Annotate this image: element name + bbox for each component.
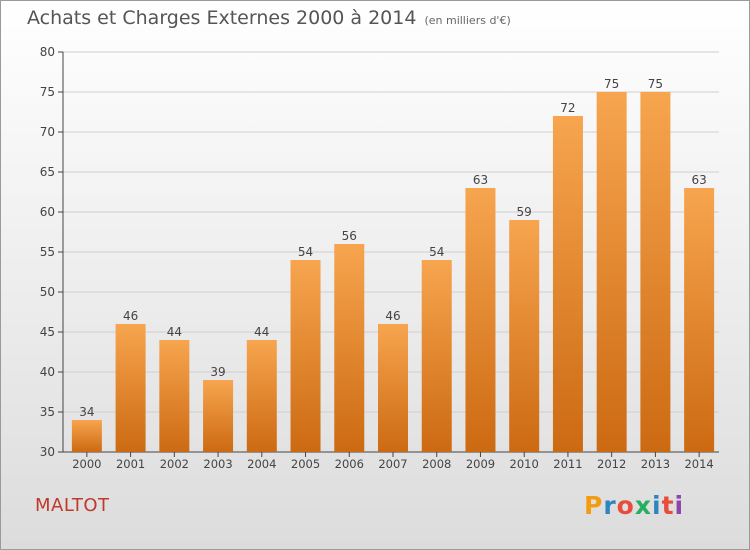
data-label: 34 <box>79 405 94 419</box>
bar-2001 <box>115 324 146 452</box>
data-label: 63 <box>473 173 488 187</box>
y-tick-label: 60 <box>40 205 55 219</box>
bar-2008 <box>421 260 452 452</box>
bar-2009 <box>465 188 496 452</box>
data-label: 44 <box>167 325 182 339</box>
data-label: 72 <box>560 101 575 115</box>
data-label: 54 <box>429 245 444 259</box>
data-label: 75 <box>604 77 619 91</box>
x-tick-label: 2001 <box>116 457 145 471</box>
bar-2014 <box>684 188 715 452</box>
bar-2002 <box>159 340 190 452</box>
y-tick-label: 75 <box>40 85 55 99</box>
x-tick-label: 2014 <box>684 457 713 471</box>
bar-2006 <box>334 244 365 452</box>
bar-2005 <box>290 260 321 452</box>
data-label: 39 <box>210 365 225 379</box>
x-tick-label: 2011 <box>553 457 582 471</box>
bar-2010 <box>509 220 540 452</box>
chart-title: Achats et Charges Externes 2000 à 2014 (e… <box>27 7 511 29</box>
bar-2012 <box>596 92 627 452</box>
bar-2003 <box>203 380 234 452</box>
x-tick-label: 2004 <box>247 457 276 471</box>
proxiti-logo[interactable]: Proxiti <box>584 491 684 520</box>
labels: 30 35 40 45 50 55 60 65 70 75 80 34 2000 46 2001 44 2002… <box>40 45 714 471</box>
logo-letter: t <box>661 491 675 520</box>
logo-letter: P <box>584 491 604 520</box>
bar-2000 <box>71 420 102 452</box>
bar-2013 <box>640 92 671 452</box>
x-tick-label: 2010 <box>510 457 539 471</box>
x-tick-label: 2007 <box>378 457 407 471</box>
y-tick-label: 40 <box>40 365 55 379</box>
data-label: 44 <box>254 325 269 339</box>
logo-letter: i <box>652 491 662 520</box>
x-tick-label: 2005 <box>291 457 320 471</box>
y-tick-label: 50 <box>40 285 55 299</box>
x-tick-label: 2009 <box>466 457 495 471</box>
data-label: 56 <box>342 229 357 243</box>
y-tick-label: 65 <box>40 165 55 179</box>
logo-letter: o <box>616 491 635 520</box>
bars <box>71 92 715 452</box>
data-label: 46 <box>123 309 138 323</box>
y-tick-label: 45 <box>40 325 55 339</box>
y-tick-label: 80 <box>40 45 55 59</box>
y-tick-label: 55 <box>40 245 55 259</box>
chart-title-text: Achats et Charges Externes 2000 à 2014 <box>27 7 417 29</box>
data-label: 63 <box>691 173 706 187</box>
y-tick-label: 35 <box>40 405 55 419</box>
data-label: 46 <box>385 309 400 323</box>
x-tick-label: 2012 <box>597 457 626 471</box>
x-tick-label: 2013 <box>641 457 670 471</box>
y-tick-label: 70 <box>40 125 55 139</box>
logo-letter: i <box>674 491 685 520</box>
x-tick-label: 2006 <box>335 457 364 471</box>
x-tick-label: 2002 <box>160 457 189 471</box>
data-label: 54 <box>298 245 313 259</box>
x-tick-label: 2008 <box>422 457 451 471</box>
data-label: 75 <box>648 77 663 91</box>
data-label: 59 <box>517 205 532 219</box>
logo-letter: x <box>634 491 652 520</box>
bar-2011 <box>552 116 583 452</box>
chart-subtitle: (en milliers d'€) <box>424 14 511 27</box>
y-tick-label: 30 <box>40 445 55 459</box>
commune-name: MALTOT <box>35 495 110 516</box>
x-tick-label: 2003 <box>203 457 232 471</box>
logo-letter: r <box>603 491 617 520</box>
x-tick-label: 2000 <box>72 457 101 471</box>
bar-2004 <box>246 340 277 452</box>
bar-2007 <box>378 324 408 452</box>
